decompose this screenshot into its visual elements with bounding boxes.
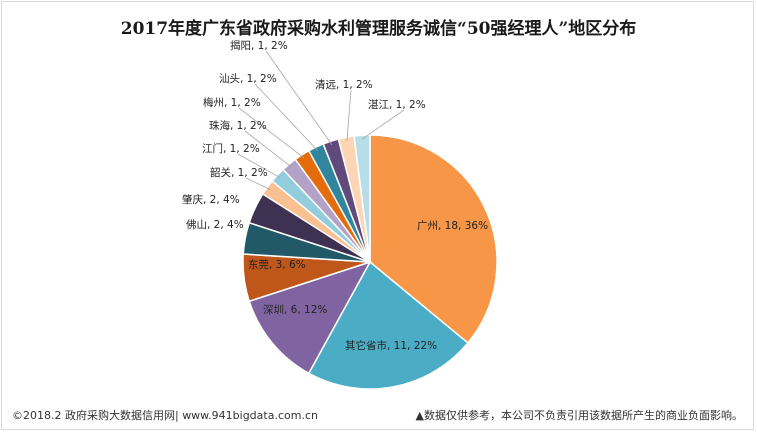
slice-label-6: 肇庆, 2, 4% bbox=[182, 193, 240, 206]
leader-line-8 bbox=[237, 153, 281, 179]
leader-line-10 bbox=[238, 107, 305, 159]
chart-title: 2017年度广东省政府采购水利管理服务诚信“50强经理人”地区分布 bbox=[120, 19, 637, 39]
leader-line-9 bbox=[244, 130, 292, 168]
slice-label-12: 揭阳, 1, 2% bbox=[230, 39, 288, 52]
pie-slice-3 bbox=[248, 260, 372, 375]
pie-slice-2 bbox=[307, 260, 469, 390]
slice-label-2: 其它省市, 11, 22% bbox=[345, 339, 437, 352]
leader-line-12 bbox=[265, 50, 333, 146]
pie-slice-1 bbox=[369, 134, 498, 345]
footer-source: ©2018.2 政府采购大数据信用网| www.941bigdata.com.c… bbox=[12, 409, 318, 422]
slice-label-8: 江门, 1, 2% bbox=[202, 142, 260, 155]
slice-label-5: 佛山, 2, 4% bbox=[186, 218, 244, 231]
leader-line-13 bbox=[346, 89, 352, 142]
slice-label-11: 汕头, 1, 2% bbox=[219, 73, 277, 85]
leader-line-11 bbox=[254, 83, 318, 151]
slice-label-1: 广州, 18, 36% bbox=[417, 220, 488, 232]
slice-label-14: 湛江, 1, 2% bbox=[368, 99, 426, 111]
pie-slice-14 bbox=[353, 134, 371, 263]
slice-label-3: 深圳, 6, 12% bbox=[263, 304, 327, 316]
slice-label-13: 清远, 1, 2% bbox=[315, 78, 373, 91]
slice-label-10: 梅州, 1, 2% bbox=[203, 96, 261, 109]
slice-label-4: 东莞, 3, 6% bbox=[248, 258, 306, 271]
footer-disclaimer: ▲数据仅供参考，本公司不负责引用该数据所产生的商业负面影响。 bbox=[415, 409, 743, 422]
leader-line-7 bbox=[245, 177, 271, 190]
slice-label-7: 韶关, 1, 2% bbox=[210, 166, 268, 179]
leader-line-14 bbox=[362, 109, 405, 140]
slice-label-9: 珠海, 1, 2% bbox=[209, 119, 267, 132]
